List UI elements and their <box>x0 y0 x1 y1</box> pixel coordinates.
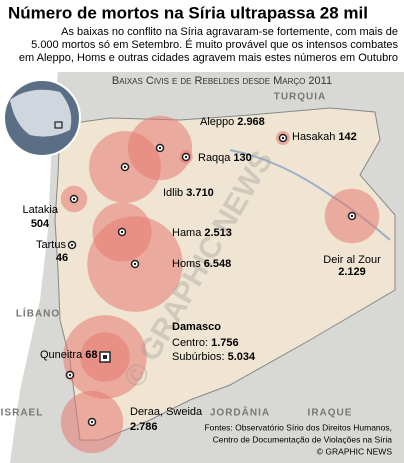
city-value: 2.968 <box>237 116 265 128</box>
country-label: Jordânia <box>210 406 270 419</box>
city-name: Quneitra <box>40 349 83 361</box>
city-name: Deraa, Sweida <box>130 406 203 418</box>
capital-part: Subúrbios: <box>172 351 225 363</box>
city-name: Tartus <box>36 239 66 251</box>
city-value: 3.710 <box>186 187 214 199</box>
city-value: 2.513 <box>204 227 232 239</box>
capital-value: 5.034 <box>228 351 256 363</box>
sea <box>0 72 58 463</box>
title: Número de mortos na Síria ultrapassa 28 … <box>8 3 368 22</box>
city-name: Latakia <box>23 204 59 216</box>
city-dot <box>70 243 74 247</box>
city-name: Deir al Zour <box>323 254 381 266</box>
capital-value: 1.756 <box>211 337 239 349</box>
source: Fontes: Observatório Sírio dos Direitos … <box>204 422 392 432</box>
subtitle: As baixas no conflito na Síria agravaram… <box>61 26 398 38</box>
city-value: 504 <box>31 218 50 230</box>
city-dot <box>350 214 354 218</box>
city-value: 68 <box>85 349 97 361</box>
city-dot <box>133 262 137 266</box>
city-name: Hama <box>172 227 202 239</box>
country-label: Israel <box>1 408 44 419</box>
city-name: Raqqa <box>198 152 231 164</box>
city-name: Idlib <box>163 187 183 199</box>
city-value: 2.129 <box>338 266 366 278</box>
subtitle: em Aleppo, Homs e outras cidades agravem… <box>19 52 398 64</box>
city-dot <box>120 230 124 234</box>
globe-land <box>10 89 72 137</box>
capital-part: Centro: <box>172 337 208 349</box>
city-name: Aleppo <box>200 116 234 128</box>
city-dot <box>72 197 76 201</box>
country-label: Líbano <box>16 307 60 320</box>
city-name: Homs <box>172 258 201 270</box>
city-name: Hasakah <box>292 131 335 143</box>
city-dot <box>123 165 127 169</box>
map-title: Baixas Civis e de Rebeldes desde Março 2… <box>112 75 332 87</box>
city-dot <box>68 373 72 377</box>
country-label: Turquia <box>274 92 327 103</box>
city-dot <box>281 136 285 140</box>
city-value: 6.548 <box>204 258 232 270</box>
city-value: 46 <box>56 252 68 264</box>
city-dot <box>184 155 188 159</box>
city-value: 130 <box>233 152 251 164</box>
credit: © GRAPHIC NEWS <box>317 446 393 456</box>
globe-marker <box>54 121 63 129</box>
source: Centro de Documentação de Violações na S… <box>213 434 393 444</box>
capital-name: Damasco <box>172 321 221 333</box>
country-label: Iraque <box>308 408 353 419</box>
city-value: 142 <box>338 131 356 143</box>
subtitle: 5.000 mortos só em Setembro. É muito pro… <box>31 38 398 51</box>
city-dot <box>158 146 162 150</box>
capital-dot <box>103 355 107 359</box>
city-dot <box>90 420 94 424</box>
city-value: 2.786 <box>130 421 158 433</box>
